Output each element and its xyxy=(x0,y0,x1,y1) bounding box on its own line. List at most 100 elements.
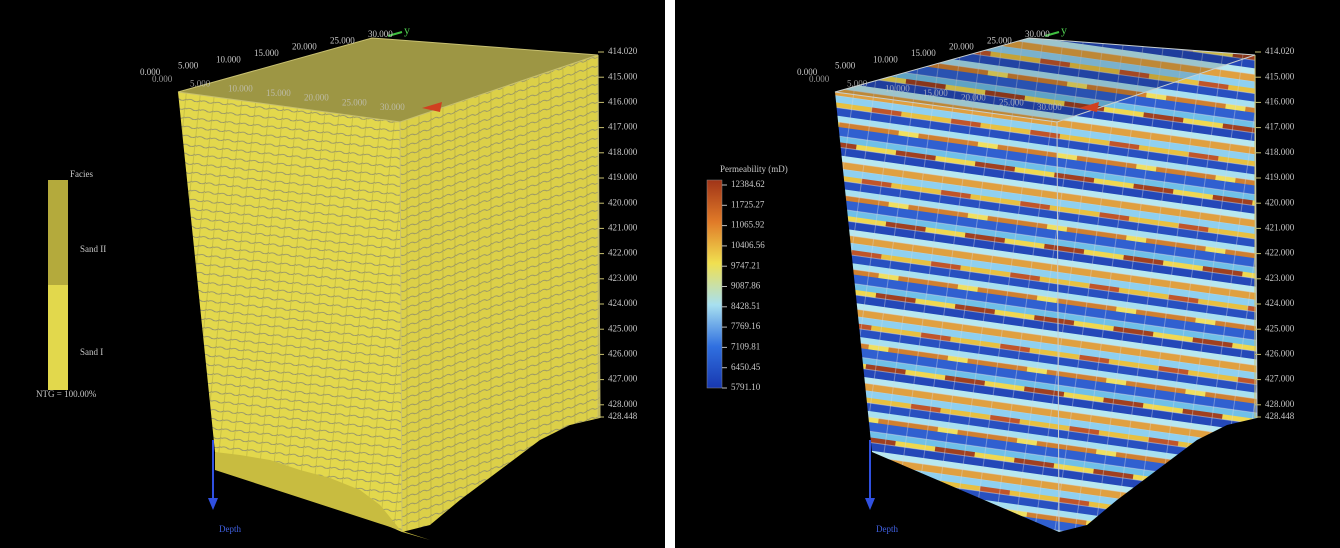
depth-tick-label: 426.000 xyxy=(1265,348,1295,358)
depth-tick-label: 427.000 xyxy=(608,374,638,384)
y-axis-label: y xyxy=(1061,23,1067,37)
top-tick-label: 20.000 xyxy=(292,42,317,52)
legend-tick-label: 5791.10 xyxy=(731,382,761,392)
top-tick-label: 15.000 xyxy=(254,48,279,58)
depth-tick-label: 416.000 xyxy=(608,96,638,106)
front-tick-label: 25.000 xyxy=(342,97,367,107)
legend-tick-label: 9747.21 xyxy=(731,260,760,270)
north-arrow xyxy=(422,102,442,112)
panel: 0.000 5.000 10.000 15.000 20.000 25.000 30.000… xyxy=(0,0,665,548)
front-face xyxy=(835,92,1059,532)
legend-item: Sand I xyxy=(80,347,103,357)
depth-tick-label: 422.000 xyxy=(608,248,638,258)
depth-tick-label: 427.000 xyxy=(1265,374,1295,384)
depth-tick-label: 418.000 xyxy=(1265,147,1295,157)
top-tick-label: 0.000 xyxy=(797,67,818,77)
depth-arrow xyxy=(208,498,218,510)
legend-swatch xyxy=(48,285,68,390)
top-face xyxy=(835,38,1255,122)
front-tick-label: 10.000 xyxy=(885,83,910,93)
legend-tick-label: 9087.86 xyxy=(731,281,761,291)
depth-tick-label: 415.000 xyxy=(1265,71,1295,81)
top-tick-label: 10.000 xyxy=(216,54,241,64)
legend-tick-label: 6450.45 xyxy=(731,362,761,372)
side-face xyxy=(1057,55,1257,532)
depth-tick-label: 415.000 xyxy=(608,71,638,81)
depth-tick-label: 428.000 xyxy=(608,399,638,409)
depth-tick-label: 425.000 xyxy=(1265,323,1295,333)
top-tick-label: 5.000 xyxy=(178,61,199,71)
front-tick-label: 10.000 xyxy=(228,83,253,93)
depth-tick-label: 416.000 xyxy=(1265,96,1295,106)
y-axis-label: y xyxy=(404,23,410,37)
front-face xyxy=(178,92,402,532)
depth-tick-label: 428.448 xyxy=(1265,411,1295,421)
legend-tick-label: 11725.27 xyxy=(731,199,765,209)
y-axis-arrow xyxy=(387,31,403,37)
front-tick-label: 30.000 xyxy=(1037,102,1062,112)
depth-arrow xyxy=(865,498,875,510)
depth-tick-label: 419.000 xyxy=(1265,172,1295,182)
top-tick-label: 0.000 xyxy=(140,67,161,77)
top-tick-label: 20.000 xyxy=(949,42,974,52)
depth-tick-label: 414.020 xyxy=(608,46,638,56)
front-tick-label: 20.000 xyxy=(961,93,986,103)
depth-tick-label: 417.000 xyxy=(1265,122,1295,132)
legend-tick-label: 7109.81 xyxy=(731,341,760,351)
top-tick-label: 15.000 xyxy=(911,48,936,58)
legend-tick-label: 7769.16 xyxy=(731,321,761,331)
north-arrow xyxy=(1079,102,1099,112)
front-tick-label: 30.000 xyxy=(380,102,405,112)
depth-tick-label: 414.020 xyxy=(1265,46,1295,56)
panel: 0.000 5.000 10.000 15.000 20.000 25.000 30.000… xyxy=(675,0,1340,548)
top-tick-label: 30.000 xyxy=(368,29,393,39)
depth-tick-label: 424.000 xyxy=(1265,298,1295,308)
legend-item: Sand II xyxy=(80,244,106,254)
legend-tick-label: 11065.92 xyxy=(731,220,764,230)
top-tick-label: 30.000 xyxy=(1025,29,1050,39)
top-tick-label: 5.000 xyxy=(835,61,856,71)
top-tick-label: 25.000 xyxy=(330,35,355,45)
front-tick-label: 5.000 xyxy=(847,79,868,89)
depth-tick-label: 420.000 xyxy=(608,197,638,207)
legend-colorbar xyxy=(706,179,723,389)
depth-tick-label: 428.000 xyxy=(1265,399,1295,409)
top-tick-label: 10.000 xyxy=(873,54,898,64)
front-tick-label: 0.000 xyxy=(152,74,173,84)
depth-tick-label: 428.448 xyxy=(608,411,638,421)
depth-label: Depth xyxy=(876,524,898,534)
depth-tick-label: 420.000 xyxy=(1265,197,1295,207)
front-tick-label: 0.000 xyxy=(809,74,830,84)
legend-note: NTG = 100.00% xyxy=(36,389,97,399)
front-tick-label: 15.000 xyxy=(923,88,948,98)
depth-tick-label: 418.000 xyxy=(608,147,638,157)
legend-tick-label: 10406.56 xyxy=(731,240,765,250)
y-axis-arrow xyxy=(1044,31,1060,37)
front-tick-label: 5.000 xyxy=(190,79,211,89)
legend-title: Permeability (mD) xyxy=(720,164,788,174)
depth-tick-label: 425.000 xyxy=(608,323,638,333)
depth-tick-label: 423.000 xyxy=(1265,273,1295,283)
depth-tick-label: 421.000 xyxy=(608,222,638,232)
depth-tick-label: 423.000 xyxy=(608,273,638,283)
legend-title: Facies xyxy=(70,169,93,179)
depth-tick-label: 417.000 xyxy=(608,122,638,132)
depth-tick-label: 421.000 xyxy=(1265,222,1295,232)
front-tick-label: 15.000 xyxy=(266,88,291,98)
legend-tick-label: 12384.62 xyxy=(731,179,765,189)
depth-tick-label: 424.000 xyxy=(608,298,638,308)
legend-swatch xyxy=(48,180,68,285)
depth-tick-label: 422.000 xyxy=(1265,248,1295,258)
depth-label: Depth xyxy=(219,524,241,534)
legend-tick-label: 8428.51 xyxy=(731,301,760,311)
depth-tick-label: 426.000 xyxy=(608,348,638,358)
side-face xyxy=(400,55,600,532)
top-face xyxy=(178,38,598,122)
front-tick-label: 20.000 xyxy=(304,93,329,103)
front-tick-label: 25.000 xyxy=(999,97,1024,107)
bottom-edge xyxy=(215,452,430,540)
depth-tick-label: 419.000 xyxy=(608,172,638,182)
top-tick-label: 25.000 xyxy=(987,35,1012,45)
